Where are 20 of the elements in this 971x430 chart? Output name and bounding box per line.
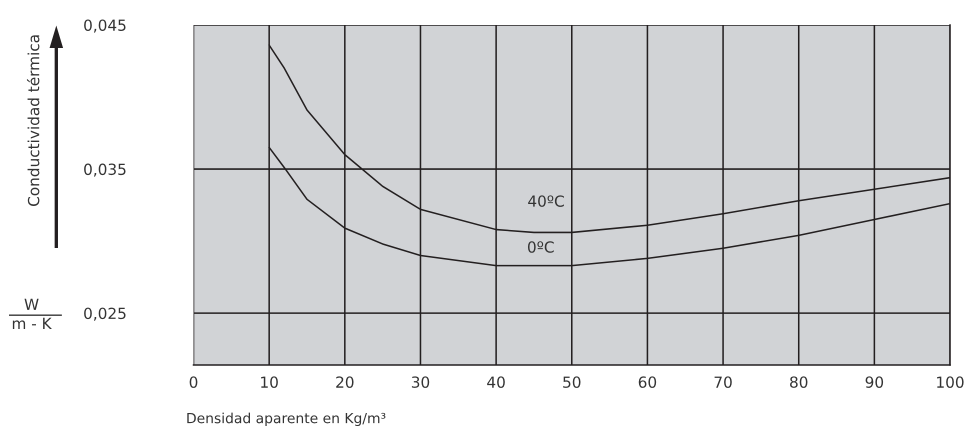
x-tick-label: 40 bbox=[487, 376, 505, 388]
x-tick-label: 10 bbox=[261, 376, 278, 388]
text: W bbox=[24, 298, 39, 310]
x-tick-label: 0 bbox=[190, 376, 198, 388]
x-tick-label: 100 bbox=[937, 376, 964, 388]
x-tick-label: 90 bbox=[866, 376, 884, 388]
x-tick-label: 60 bbox=[638, 376, 656, 388]
y-axis-title: Conductividad térmica bbox=[26, 35, 40, 206]
y-tick-label: 0,025 bbox=[84, 308, 126, 321]
x-axis-title: Densidad aparente en Kg/m³ bbox=[187, 412, 386, 426]
y-tick-label: 0,035 bbox=[84, 164, 126, 177]
annotation: 40ºC bbox=[528, 195, 564, 207]
x-tick-label: 70 bbox=[714, 376, 732, 388]
x-tick-label: 30 bbox=[412, 376, 430, 388]
x-tick-label: 50 bbox=[563, 376, 580, 388]
text: m - K bbox=[12, 318, 52, 329]
x-tick-label: 20 bbox=[336, 376, 354, 388]
annotation: 0ºC bbox=[528, 241, 554, 253]
x-tick-label: 80 bbox=[790, 376, 808, 388]
y-tick-label: 0,045 bbox=[84, 19, 126, 33]
